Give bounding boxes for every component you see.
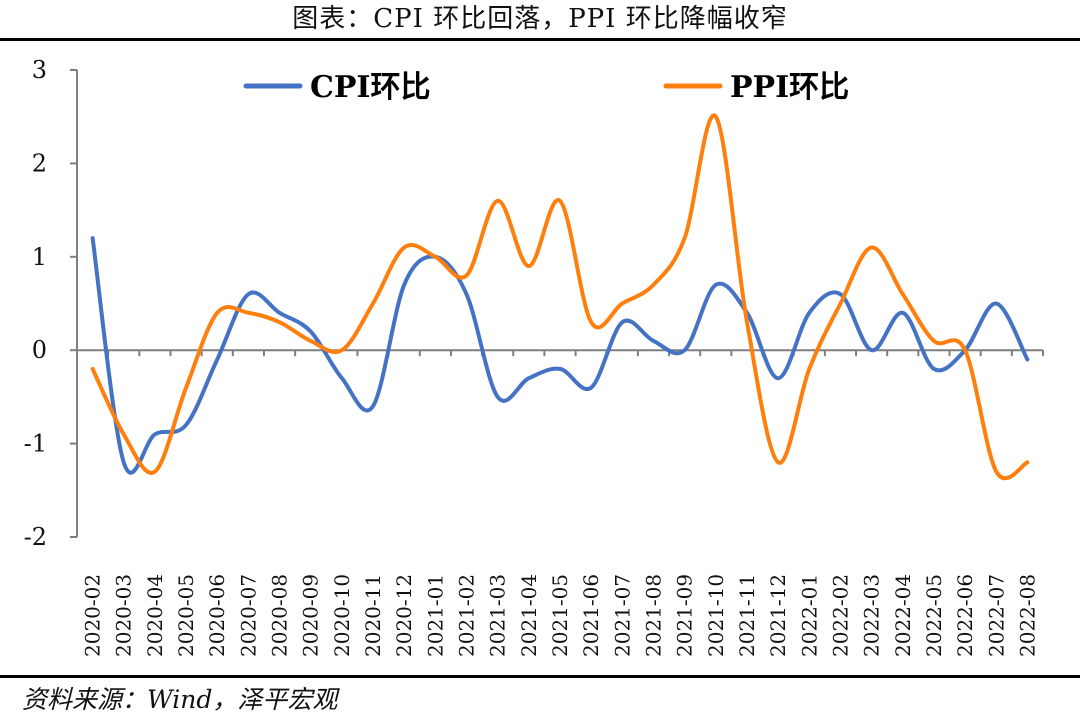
y-tick-label: -2 — [24, 523, 47, 551]
x-tick-label: 2021-11 — [735, 574, 759, 657]
x-tick-label: 2021-12 — [766, 574, 790, 657]
x-tick-label: 2020-10 — [330, 574, 354, 657]
y-tick-label: 0 — [32, 336, 47, 364]
x-tick-label: 2022-02 — [828, 574, 852, 657]
x-tick-label: 2020-03 — [112, 574, 136, 657]
x-tick-label: 2020-12 — [392, 574, 416, 657]
x-tick-label: 2022-01 — [797, 574, 821, 657]
x-tick-label: 2020-06 — [205, 574, 229, 657]
x-tick-label: 2021-06 — [579, 574, 603, 657]
x-tick-label: 2022-07 — [984, 574, 1008, 657]
y-tick-label: -1 — [24, 430, 47, 458]
x-tick-label: 2020-07 — [236, 574, 260, 657]
x-tick-label: 2021-10 — [704, 574, 728, 657]
x-tick-label: 2022-03 — [860, 574, 884, 657]
x-tick-label: 2022-08 — [1015, 574, 1039, 657]
x-tick-label: 2022-06 — [953, 574, 977, 657]
x-tick-label: 2021-08 — [641, 574, 665, 657]
x-tick-label: 2020-05 — [174, 574, 198, 657]
source-rule — [0, 675, 1080, 678]
x-tick-label: 2020-11 — [361, 574, 385, 657]
chart-title: 图表：CPI 环比回落，PPI 环比降幅收窄 — [292, 4, 788, 34]
y-tick-label: 2 — [32, 149, 47, 177]
source-note: 资料来源：Wind，泽平宏观 — [22, 685, 338, 714]
x-tick-label: 2021-07 — [610, 574, 634, 657]
line-chart: -2 -1 0 1 2 3 2020-02 2020-03 2020-04 2020-05 2020… — [24, 56, 1044, 657]
x-tick-label: 2020-02 — [81, 574, 105, 657]
x-tick-label: 2022-04 — [891, 574, 915, 657]
x-tick-label: 2021-05 — [548, 574, 572, 657]
y-tick-label: 3 — [32, 56, 47, 84]
series-line-cpi — [90, 236, 1030, 475]
title-rule — [0, 38, 1080, 41]
y-tick-label: 1 — [32, 243, 47, 271]
x-tick-label: 2021-04 — [517, 574, 541, 657]
chart-legend: CPI环比 PPI环比 — [243, 70, 849, 105]
legend-label: PPI环比 — [730, 70, 849, 105]
x-tick-label: 2020-09 — [299, 574, 323, 657]
x-tick-label: 2020-08 — [268, 574, 292, 657]
x-tick-label: 2022-05 — [922, 574, 946, 657]
chart-axes: -2 -1 0 1 2 3 2020-02 2020-03 2020-04 2020-05 2020… — [24, 56, 1044, 657]
x-tick-label: 2021-03 — [486, 574, 510, 657]
legend-label: CPI环比 — [310, 70, 430, 105]
x-tick-label: 2020-04 — [143, 574, 167, 657]
x-tick-label: 2021-02 — [455, 574, 479, 657]
series-line-ppi — [90, 113, 1030, 481]
chart-series — [90, 113, 1030, 481]
x-tick-label: 2021-01 — [423, 574, 447, 657]
x-tick-label: 2021-09 — [673, 574, 697, 657]
